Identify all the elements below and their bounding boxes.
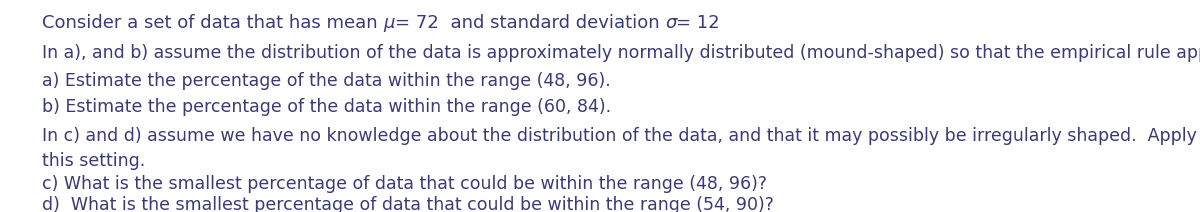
Text: and standard deviation: and standard deviation [439, 14, 665, 32]
Text: a) Estimate the percentage of the data within the range (48, 96).: a) Estimate the percentage of the data w… [42, 72, 611, 90]
Text: b) Estimate the percentage of the data within the range (60, 84).: b) Estimate the percentage of the data w… [42, 98, 611, 116]
Text: d)  What is the smallest percentage of data that could be within the range (54, : d) What is the smallest percentage of da… [42, 196, 774, 212]
Text: Consider a set of data that has mean: Consider a set of data that has mean [42, 14, 383, 32]
Text: μ: μ [383, 14, 395, 32]
Text: σ: σ [665, 14, 677, 32]
Text: In c) and d) assume we have no knowledge about the distribution of the data, and: In c) and d) assume we have no knowledge… [42, 127, 1200, 145]
Text: c) What is the smallest percentage of data that could be within the range (48, 9: c) What is the smallest percentage of da… [42, 175, 767, 193]
Text: = 72: = 72 [395, 14, 439, 32]
Text: = 12: = 12 [677, 14, 720, 32]
Text: this setting.: this setting. [42, 152, 145, 170]
Text: In a), and b) assume the distribution of the data is approximately normally dist: In a), and b) assume the distribution of… [42, 44, 1200, 62]
